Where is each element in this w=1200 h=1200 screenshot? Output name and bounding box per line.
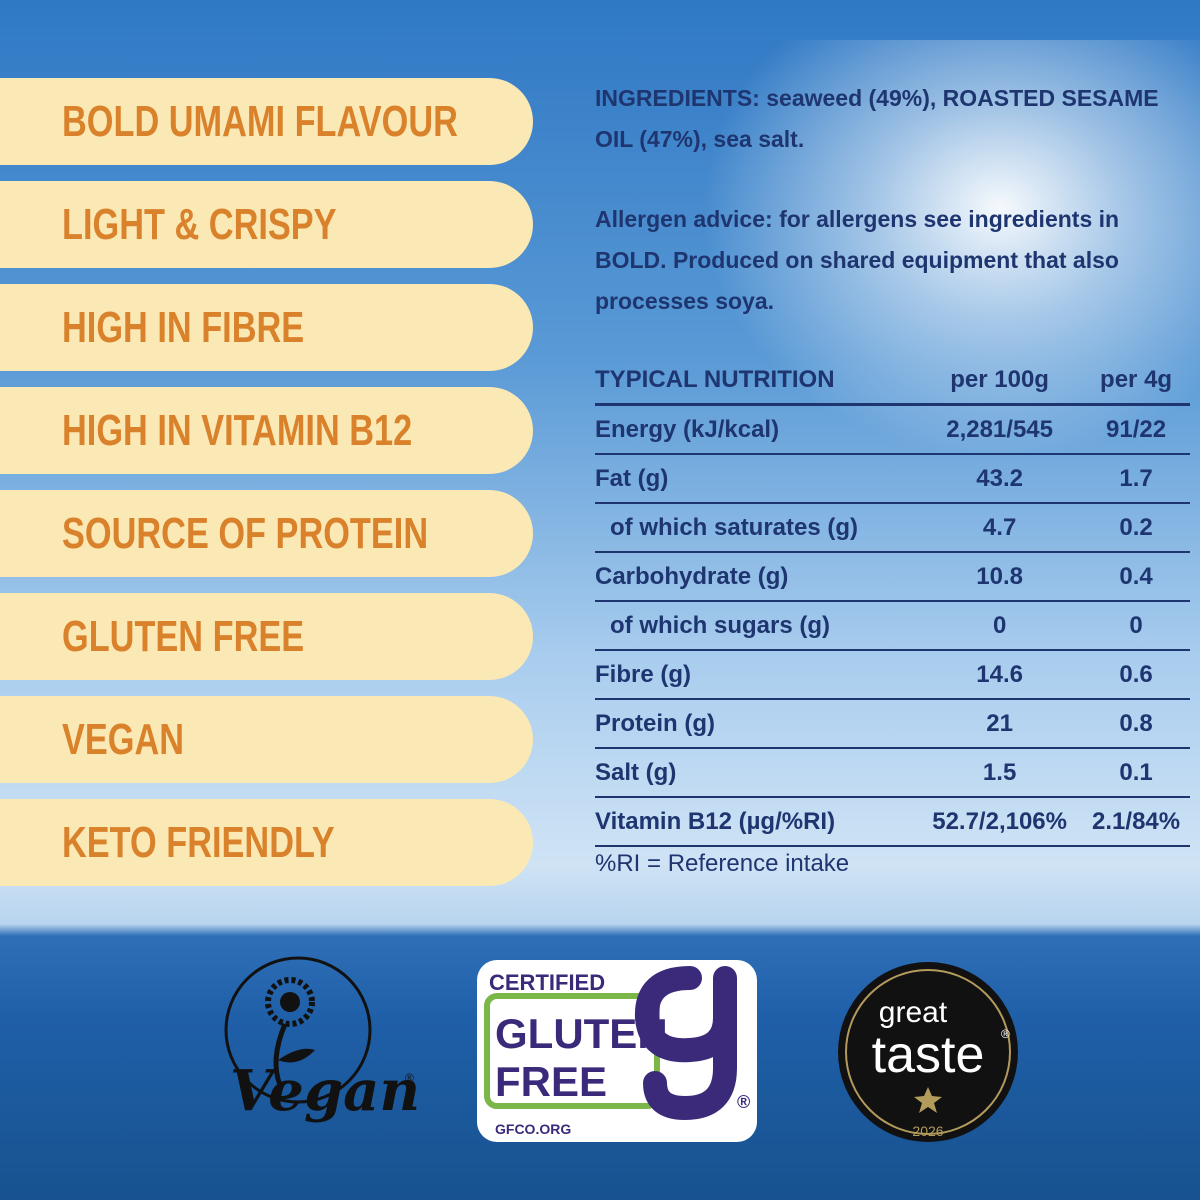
registered-mark: ® xyxy=(1001,1027,1010,1041)
nutrition-row: of which sugars (g) 0 0 xyxy=(595,601,1190,651)
nutrition-value: 21 xyxy=(917,699,1083,749)
nutrient-name: Vitamin B12 (µg/%RI) xyxy=(595,797,918,847)
nutrition-value: 0.6 xyxy=(1082,650,1190,700)
nutrition-value: 14.6 xyxy=(917,650,1083,700)
nutrition-value: 0.4 xyxy=(1082,552,1190,602)
feature-text: BOLD UMAMI FLAVOUR xyxy=(62,96,458,146)
gfco-site: GFCO.ORG xyxy=(495,1121,571,1137)
nutrient-name: Fibre (g) xyxy=(595,650,918,700)
certified-text: CERTIFIED xyxy=(489,970,605,995)
nutrient-name: Energy (kJ/kcal) xyxy=(595,404,918,455)
nutrition-value: 0.2 xyxy=(1082,503,1190,553)
header-cell: per 100g xyxy=(917,356,1083,406)
nutrition-value: 0 xyxy=(1082,601,1190,651)
vegan-logo: Vegan ® xyxy=(224,956,420,1124)
feature-text: GLUTEN FREE xyxy=(62,611,305,661)
nutrition-row: Protein (g) 21 0.8 xyxy=(595,699,1190,749)
nutrition-value: 91/22 xyxy=(1082,404,1190,455)
nutrient-name: Salt (g) xyxy=(595,748,918,798)
feature-pill: SOURCE OF PROTEIN xyxy=(0,490,533,577)
vegan-text: Vegan xyxy=(230,1058,420,1124)
feature-pill: KETO FRIENDLY xyxy=(0,799,533,886)
great-taste-logo: great taste ® 2026 xyxy=(838,962,1018,1142)
nutrient-name: Fat (g) xyxy=(595,454,918,504)
feature-text: VEGAN xyxy=(62,714,185,764)
nutrition-value: 0.8 xyxy=(1082,699,1190,749)
taste-text: taste xyxy=(872,1026,985,1084)
nutrition-value: 52.7/2,106% xyxy=(917,797,1083,847)
allergen-advice: Allergen advice: for allergens see ingre… xyxy=(595,206,1120,314)
registered-mark: ® xyxy=(737,1092,750,1112)
nutrition-value: 1.5 xyxy=(917,748,1083,798)
nutrition-value: 10.8 xyxy=(917,552,1083,602)
ingredients: INGREDIENTS: seaweed (49%), ROASTED SESA… xyxy=(595,85,1159,152)
feature-text: SOURCE OF PROTEIN xyxy=(62,508,429,558)
nutrient-name: Carbohydrate (g) xyxy=(595,552,918,602)
nutrition-row: of which saturates (g) 4.7 0.2 xyxy=(595,503,1190,553)
header-cell: TYPICAL NUTRITION xyxy=(595,356,918,406)
feature-text: HIGH IN FIBRE xyxy=(62,302,305,352)
nutrition-value: 1.7 xyxy=(1082,454,1190,504)
feature-text: HIGH IN VITAMIN B12 xyxy=(62,405,413,455)
nutrition-value: 2.1/84% xyxy=(1082,797,1190,847)
header-cell: per 4g xyxy=(1082,356,1190,406)
registered-mark: ® xyxy=(405,1071,414,1085)
nutrient-name: of which sugars (g) xyxy=(595,601,918,651)
header-row: TYPICAL NUTRITION per 100g per 4g xyxy=(595,356,1190,406)
feature-pill: HIGH IN VITAMIN B12 xyxy=(0,387,533,474)
nutrition-row: Fat (g) 43.2 1.7 xyxy=(595,454,1190,504)
nutrition-value: 0 xyxy=(917,601,1083,651)
feature-text: LIGHT & CRISPY xyxy=(62,199,337,249)
nutrition-row: Vitamin B12 (µg/%RI) 52.7/2,106% 2.1/84% xyxy=(595,797,1190,847)
nutrition-row: Fibre (g) 14.6 0.6 xyxy=(595,650,1190,700)
feature-pill: GLUTEN FREE xyxy=(0,593,533,680)
feature-pill: VEGAN xyxy=(0,696,533,783)
nutrition-value: 0.1 xyxy=(1082,748,1190,798)
footnote: %RI = Reference intake xyxy=(595,850,850,877)
free-text: FREE xyxy=(495,1058,607,1105)
nutrition-value: 4.7 xyxy=(917,503,1083,553)
nutrition-value: 2,281/545 xyxy=(917,404,1083,455)
nutrient-name: of which saturates (g) xyxy=(595,503,918,553)
nutrition-row: Carbohydrate (g) 10.8 0.4 xyxy=(595,552,1190,602)
nutrition-table: TYPICAL NUTRITION per 100g per 4g Energy (k… xyxy=(595,356,1190,847)
great-text: great xyxy=(879,996,948,1029)
nutrition-value: 43.2 xyxy=(917,454,1083,504)
feature-text: KETO FRIENDLY xyxy=(62,817,335,867)
nutrition-row: Energy (kJ/kcal) 2,281/545 91/22 xyxy=(595,404,1190,455)
nutrient-name: Protein (g) xyxy=(595,699,918,749)
feature-pill: LIGHT & CRISPY xyxy=(0,181,533,268)
feature-pill: HIGH IN FIBRE xyxy=(0,284,533,371)
nutrition-row: Salt (g) 1.5 0.1 xyxy=(595,748,1190,798)
gluten-free-logo: CERTIFIED GLUTEN FREE GFCO.ORG ® xyxy=(477,960,757,1142)
feature-pill: BOLD UMAMI FLAVOUR xyxy=(0,78,533,165)
year-text: 2026 xyxy=(912,1123,943,1139)
